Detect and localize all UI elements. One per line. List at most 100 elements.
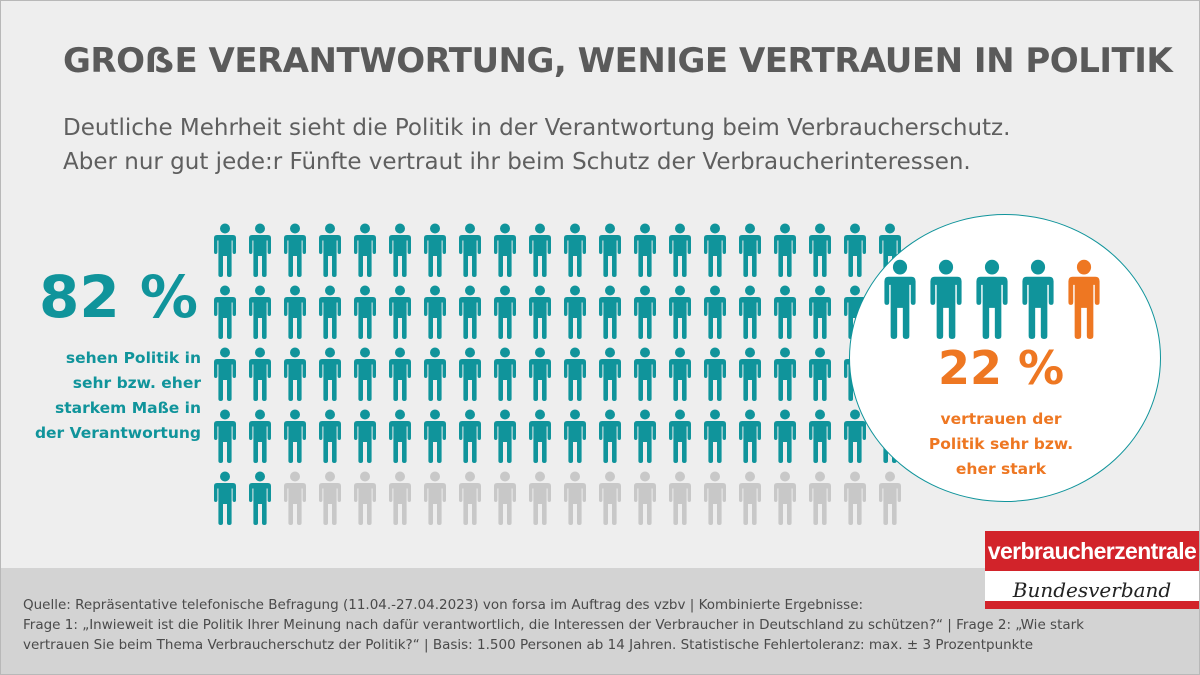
- person-icon-highlighted: [563, 409, 587, 463]
- person-icon-highlighted: [773, 223, 797, 277]
- responsibility-label-line: sehr bzw. eher: [72, 374, 201, 392]
- person-icon-highlighted: [458, 409, 482, 463]
- person-icon-highlighted: [563, 223, 587, 277]
- trust-label-line: Politik sehr bzw.: [928, 435, 1074, 453]
- source-text: Quelle: Repräsentative telefonische Befr…: [23, 595, 1084, 655]
- person-icon-highlighted: [353, 285, 377, 339]
- person-icon-highlighted: [388, 347, 412, 401]
- person-icon-highlighted: [633, 347, 657, 401]
- person-icon-highlighted: [843, 409, 867, 463]
- source-line: Frage 1: „Inwieweit ist die Politik Ihre…: [23, 617, 1085, 633]
- person-icon-neutral: [353, 471, 377, 525]
- source-line: vertrauen Sie beim Thema Verbraucherschu…: [23, 637, 1034, 653]
- person-icon-highlighted: [703, 285, 727, 339]
- trust-percent: 22 %: [937, 341, 1065, 395]
- logo-wordmark: verbraucherzentrale: [985, 531, 1199, 571]
- person-icon-highlighted: [458, 223, 482, 277]
- person-icon-highlighted: [493, 285, 517, 339]
- responsibility-label-line: sehen Politik in: [65, 349, 201, 367]
- responsibility-label-line: starkem Maße in: [55, 399, 201, 417]
- person-icon-highlighted: [738, 409, 762, 463]
- person-icon-highlighted: [248, 285, 272, 339]
- person-icon-highlighted: [598, 223, 622, 277]
- person-icon-highlighted: [598, 285, 622, 339]
- person-icon-neutral: [528, 471, 552, 525]
- person-icon-highlighted: [808, 347, 832, 401]
- person-icon-highlighted: [773, 285, 797, 339]
- person-icon-highlighted: [738, 223, 762, 277]
- person-icon-neutral: [318, 471, 342, 525]
- person-icon-highlighted: [668, 347, 692, 401]
- person-icon-highlighted: [528, 285, 552, 339]
- person-icon-highlighted: [563, 347, 587, 401]
- person-icon-neutral: [388, 471, 412, 525]
- person-icon-highlighted: [668, 409, 692, 463]
- person-icon-highlighted: [423, 409, 447, 463]
- logo-bar: [985, 601, 1199, 609]
- person-icon-neutral: [975, 259, 1009, 339]
- person-icon-highlighted: [808, 223, 832, 277]
- person-icon-highlighted: [423, 223, 447, 277]
- person-icon-highlighted: [633, 285, 657, 339]
- person-icon-highlighted: [493, 347, 517, 401]
- person-icon-highlighted: [598, 347, 622, 401]
- person-icon-highlighted: [283, 285, 307, 339]
- subtitle-line: Aber nur gut jede:r Fünfte vertraut ihr …: [63, 149, 971, 175]
- page-title: GROẞE VERANTWORTUNG, WENIGE VERTRAUEN IN…: [63, 41, 1173, 81]
- person-icon-highlighted: [633, 409, 657, 463]
- person-icon-highlighted: [318, 347, 342, 401]
- person-icon-highlighted: [458, 347, 482, 401]
- subtitle-line: Deutliche Mehrheit sieht die Politik in …: [63, 115, 1011, 141]
- person-icon-highlighted: [318, 223, 342, 277]
- person-icon-highlighted: [528, 409, 552, 463]
- person-icon-neutral: [598, 471, 622, 525]
- person-icon-highlighted: [248, 471, 272, 525]
- person-icon-highlighted: [528, 347, 552, 401]
- person-icon-neutral: [703, 471, 727, 525]
- person-icon-neutral: [929, 259, 963, 339]
- person-icon-neutral: [1021, 259, 1055, 339]
- person-icon-neutral: [808, 471, 832, 525]
- person-icon-highlighted: [598, 409, 622, 463]
- source-line: Quelle: Repräsentative telefonische Befr…: [23, 597, 864, 613]
- person-icon-highlighted: [248, 223, 272, 277]
- trust-pictogram-row: [883, 259, 1113, 349]
- responsibility-pictogram-grid: [213, 223, 913, 525]
- person-icon-highlighted: [213, 223, 237, 277]
- person-icon-highlighted: [493, 223, 517, 277]
- trust-label-line: vertrauen der: [940, 410, 1062, 428]
- person-icon-highlighted: [633, 223, 657, 277]
- trust-label: vertrauen der Politik sehr bzw. eher sta…: [901, 407, 1101, 482]
- person-icon-neutral: [773, 471, 797, 525]
- person-icon-highlighted: [808, 409, 832, 463]
- person-icon-highlighted: [493, 409, 517, 463]
- person-icon-neutral: [883, 259, 917, 339]
- person-icon-highlighted: [703, 409, 727, 463]
- person-icon-highlighted: [388, 223, 412, 277]
- person-icon-highlighted: [738, 347, 762, 401]
- person-icon-highlighted: [248, 409, 272, 463]
- person-icon-neutral: [843, 471, 867, 525]
- person-icon-highlighted: [388, 285, 412, 339]
- person-icon-highlighted: [353, 347, 377, 401]
- person-icon-highlighted: [423, 347, 447, 401]
- person-icon-neutral: [423, 471, 447, 525]
- person-icon-highlighted: [283, 223, 307, 277]
- person-icon-highlighted: [563, 285, 587, 339]
- person-icon-neutral: [283, 471, 307, 525]
- logo-subline: Bundesverband: [1012, 578, 1172, 602]
- person-icon-highlighted: [353, 223, 377, 277]
- person-icon-highlighted: [423, 285, 447, 339]
- trust-label-line: eher stark: [955, 460, 1047, 478]
- responsibility-label: sehen Politik in sehr bzw. eher starkem …: [21, 346, 201, 446]
- person-icon-neutral: [668, 471, 692, 525]
- subtitle: Deutliche Mehrheit sieht die Politik in …: [63, 111, 1010, 179]
- person-icon-highlighted: [773, 347, 797, 401]
- person-icon-highlighted: [213, 471, 237, 525]
- person-icon-neutral: [738, 471, 762, 525]
- person-icon-neutral: [493, 471, 517, 525]
- person-icon-neutral: [458, 471, 482, 525]
- person-icon-neutral: [633, 471, 657, 525]
- person-icon-neutral: [878, 471, 902, 525]
